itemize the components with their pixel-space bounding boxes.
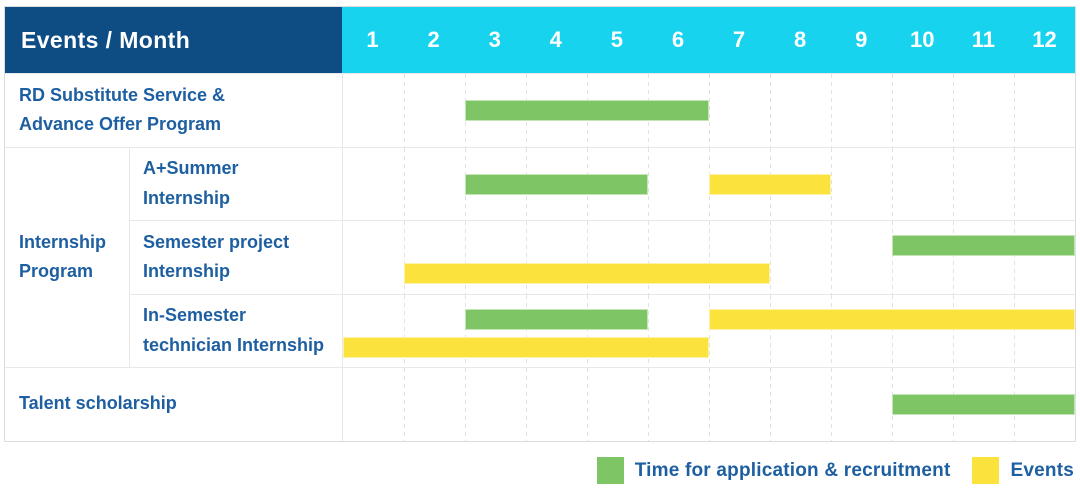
month-gridline <box>892 147 893 220</box>
month-gridline <box>953 74 954 147</box>
row-label-talent-scholarship: Talent scholarship <box>5 367 342 441</box>
gantt-bar-event <box>404 263 770 284</box>
month-gridline <box>892 294 893 367</box>
month-gridline <box>648 147 649 220</box>
month-header-row: 1 2 3 4 5 6 7 8 9 10 11 12 <box>342 7 1075 73</box>
gantt-bar-recruitment <box>892 235 1075 256</box>
legend-swatch-recruitment <box>596 457 624 484</box>
month-gridline <box>831 74 832 147</box>
legend-item-event: Events <box>972 457 1074 484</box>
month-header: 8 <box>793 27 807 52</box>
month-gridline <box>892 221 893 294</box>
month-gridline <box>953 147 954 220</box>
month-header: 1 <box>366 27 379 52</box>
gantt-bar-event <box>709 308 1075 330</box>
gantt-row-timeline <box>342 293 1075 367</box>
month-header: 5 <box>610 27 623 52</box>
month-gridline <box>953 294 954 367</box>
month-gridline <box>770 74 771 147</box>
month-gridline <box>831 221 832 294</box>
month-header: 9 <box>855 27 868 52</box>
month-gridline <box>648 368 649 441</box>
month-gridline <box>831 368 832 441</box>
month-gridline <box>770 221 771 294</box>
row-label-semester-project: Semester project Internship <box>129 220 342 294</box>
gantt-bar-recruitment <box>465 173 648 195</box>
row-label-rd-substitute: RD Substitute Service & Advance Offer Pr… <box>5 73 342 147</box>
month-header: 10 <box>910 27 935 52</box>
month-gridline <box>770 294 771 367</box>
gantt-bar-recruitment <box>892 394 1075 415</box>
legend-label: Events <box>1010 459 1074 481</box>
month-header: 11 <box>971 27 995 52</box>
month-gridline <box>892 74 893 147</box>
month-header: 7 <box>732 27 746 52</box>
month-header: 12 <box>1032 27 1057 52</box>
month-gridline <box>404 147 405 220</box>
month-gridline <box>709 74 710 147</box>
legend: Time for application & recruitment Events <box>596 457 1074 484</box>
month-gridline <box>1014 221 1015 294</box>
gantt-bar-event <box>343 336 709 358</box>
month-gridline <box>709 294 710 367</box>
month-gridline <box>587 368 588 441</box>
month-gridline <box>709 368 710 441</box>
month-gridline <box>404 74 405 147</box>
month-header: 6 <box>671 27 685 52</box>
month-gridline <box>465 368 466 441</box>
month-header: 2 <box>427 27 440 52</box>
month-gridline <box>770 368 771 441</box>
gantt-row-timeline <box>342 73 1075 147</box>
group-label-internship-program: Internship Program <box>5 146 129 367</box>
legend-label: Time for application & recruitment <box>634 459 951 481</box>
month-gridline <box>1014 147 1015 220</box>
gantt-bar-recruitment <box>465 100 709 121</box>
month-gridline <box>526 368 527 441</box>
gantt-bar-event <box>709 173 831 195</box>
gantt-row-timeline <box>342 146 1075 220</box>
row-label-in-semester-technician: In-Semester technician Internship <box>129 293 342 367</box>
row-label-a-plus-summer: A+Summer Internship <box>129 146 342 220</box>
gantt-row-timeline <box>342 220 1075 294</box>
month-gridline <box>831 147 832 220</box>
legend-swatch-event <box>972 457 1000 484</box>
gantt-table: Events / Month 1 2 3 4 5 6 7 8 9 10 11 12 RD Substi… <box>4 6 1076 442</box>
gantt-bar-recruitment <box>465 308 648 330</box>
month-gridline <box>1014 294 1015 367</box>
month-header: 4 <box>549 27 562 52</box>
table-header-title: Events / Month <box>5 7 342 73</box>
month-gridline <box>831 294 832 367</box>
month-gridline <box>1014 74 1015 147</box>
gantt-row-timeline <box>342 367 1075 441</box>
legend-item-recruitment: Time for application & recruitment <box>596 457 951 484</box>
month-gridline <box>404 368 405 441</box>
month-header: 3 <box>488 27 501 52</box>
month-gridline <box>953 221 954 294</box>
